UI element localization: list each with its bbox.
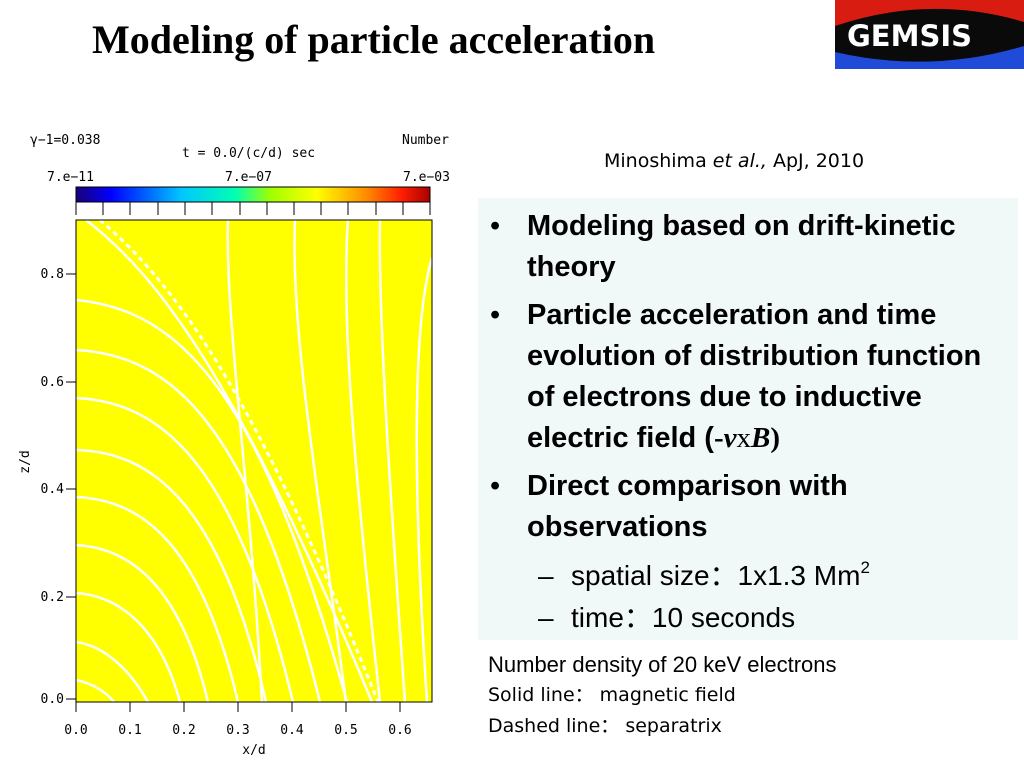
x-tick-label: 0.1 <box>118 723 141 738</box>
bullet-item: • Particle acceleration and time evolutio… <box>490 299 982 454</box>
y-tick-label: 0.8 <box>41 267 64 282</box>
citation-journal: ApJ, 2010 <box>766 150 865 172</box>
gemsis-logo: GEMSIS <box>835 0 1024 69</box>
y-axis-label: z/d <box>18 450 33 473</box>
vxb-formula: -vxB) <box>713 422 781 454</box>
y-tick-label: 0.2 <box>41 590 64 605</box>
caption-line: Dashed line： separatrix <box>488 715 722 737</box>
caption-line: Solid line： magnetic field <box>488 684 736 706</box>
x-tick-label: 0.2 <box>172 723 195 738</box>
bullet-panel: • Modeling based on drift-kinetic theory … <box>478 198 1018 640</box>
colorbar-ticks <box>75 202 431 215</box>
colorbar-max-label: 7.e−03 <box>403 170 450 185</box>
caption-line: Number density of 20 keV electrons <box>488 652 837 677</box>
bullet-item: • Modeling based on drift-kinetic theory <box>490 210 956 283</box>
bullet-text: Direct comparison with observations <box>527 470 848 543</box>
x-tick-label: 0.5 <box>334 723 357 738</box>
separatrix-line <box>99 218 380 703</box>
sub-bullet-item: – spatial size：1x1.3 Mm2 <box>538 558 870 591</box>
density-field <box>76 220 432 702</box>
bullet-text: Modeling based on drift-kinetic theory <box>527 210 956 283</box>
sub-bullet-item: – time：10 seconds <box>538 602 796 633</box>
bullet-text: Particle acceleration and time evolution… <box>527 299 982 454</box>
figure-caption: Number density of 20 keV electrons Solid… <box>488 650 837 742</box>
gamma-label: γ−1=0.038 <box>30 133 100 148</box>
y-tick-label: 0.4 <box>41 482 65 497</box>
plot-frame <box>75 219 433 703</box>
x-tick-label: 0.3 <box>226 723 249 738</box>
logo-red-swoosh <box>835 0 1024 26</box>
x-tick-label: 0.0 <box>64 723 87 738</box>
number-label: Number <box>402 133 449 148</box>
y-tick-label: 0.0 <box>41 692 64 707</box>
colorbar-min-label: 7.e−11 <box>47 170 94 185</box>
x-tick-label: 0.6 <box>388 723 411 738</box>
bullet-item: • Direct comparison with observations <box>490 470 848 543</box>
sub-bullet-text: spatial size：1x1.3 Mm <box>571 560 861 591</box>
x-axis-ticks <box>75 702 401 712</box>
citation: Minoshima et al., ApJ, 2010 <box>604 150 864 172</box>
field-lines <box>75 219 434 703</box>
x-axis-label: x/d <box>242 743 265 758</box>
x-tick-label: 0.4 <box>280 723 304 738</box>
simulation-plot: γ−1=0.038 t = 0.0/(c/d) sec Number 7.e−1… <box>18 133 450 758</box>
colorbar <box>75 186 431 203</box>
time-label: t = 0.0/(c/d) sec <box>182 146 315 161</box>
colorbar-mid-label: 7.e−07 <box>225 170 272 185</box>
slide-title: Modeling of particle acceleration <box>92 17 656 62</box>
citation-author: Minoshima <box>604 150 713 172</box>
logo-blue-swoosh <box>835 46 1024 69</box>
sub-bullet-text: time：10 seconds <box>571 602 796 633</box>
y-tick-label: 0.6 <box>41 375 64 390</box>
citation-etal: et al., <box>712 150 767 172</box>
logo-wordmark: GEMSIS <box>847 19 972 53</box>
y-axis-ticks <box>66 273 76 700</box>
